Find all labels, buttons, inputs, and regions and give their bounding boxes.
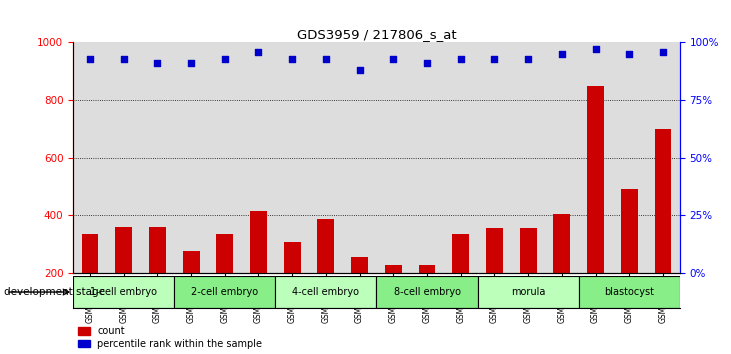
Bar [174, 276, 276, 308]
Point [387, 56, 399, 62]
Bar [385, 266, 402, 273]
Bar [82, 234, 99, 273]
Point [118, 56, 129, 62]
Bar [486, 228, 503, 273]
Point [522, 56, 534, 62]
Point [590, 47, 602, 52]
Bar [149, 227, 166, 273]
Bar [343, 42, 376, 273]
Bar [73, 276, 174, 308]
Bar [511, 42, 545, 273]
Point [84, 56, 96, 62]
Bar [317, 219, 334, 273]
Bar [73, 42, 107, 273]
Bar [284, 242, 300, 273]
Point [151, 61, 163, 66]
Bar [654, 129, 671, 273]
Bar [376, 42, 410, 273]
Point [488, 56, 500, 62]
Bar [452, 234, 469, 273]
Bar [276, 276, 376, 308]
Bar [183, 251, 200, 273]
Bar [646, 42, 680, 273]
Text: 2-cell embryo: 2-cell embryo [192, 287, 258, 297]
Point [455, 56, 466, 62]
Point [556, 51, 568, 57]
Bar [410, 42, 444, 273]
Bar [444, 42, 477, 273]
Point [421, 61, 433, 66]
Bar [579, 276, 680, 308]
Bar [242, 42, 276, 273]
Bar [579, 42, 613, 273]
Bar [587, 86, 604, 273]
Legend: count, percentile rank within the sample: count, percentile rank within the sample [78, 326, 262, 349]
Point [657, 49, 669, 55]
Bar [174, 42, 208, 273]
Point [624, 51, 635, 57]
Bar [613, 42, 646, 273]
Bar [216, 234, 233, 273]
Point [185, 61, 197, 66]
Bar [553, 213, 570, 273]
Text: 8-cell embryo: 8-cell embryo [393, 287, 461, 297]
Point [253, 49, 265, 55]
Bar [351, 257, 368, 273]
Text: blastocyst: blastocyst [605, 287, 654, 297]
Text: 1-cell embryo: 1-cell embryo [90, 287, 157, 297]
Bar [621, 189, 637, 273]
Bar [140, 42, 174, 273]
Text: 4-cell embryo: 4-cell embryo [292, 287, 360, 297]
Point [287, 56, 298, 62]
Point [354, 67, 366, 73]
Bar [250, 211, 267, 273]
Bar [208, 42, 242, 273]
Point [320, 56, 332, 62]
Bar [419, 266, 436, 273]
Bar [115, 227, 132, 273]
Title: GDS3959 / 217806_s_at: GDS3959 / 217806_s_at [297, 28, 456, 41]
Text: development stage: development stage [4, 287, 105, 297]
Bar [107, 42, 140, 273]
Bar [477, 276, 579, 308]
Text: morula: morula [511, 287, 545, 297]
Bar [477, 42, 511, 273]
Bar [545, 42, 579, 273]
Bar [520, 228, 537, 273]
Point [219, 56, 230, 62]
Bar [309, 42, 343, 273]
Bar [276, 42, 309, 273]
Bar [376, 276, 477, 308]
